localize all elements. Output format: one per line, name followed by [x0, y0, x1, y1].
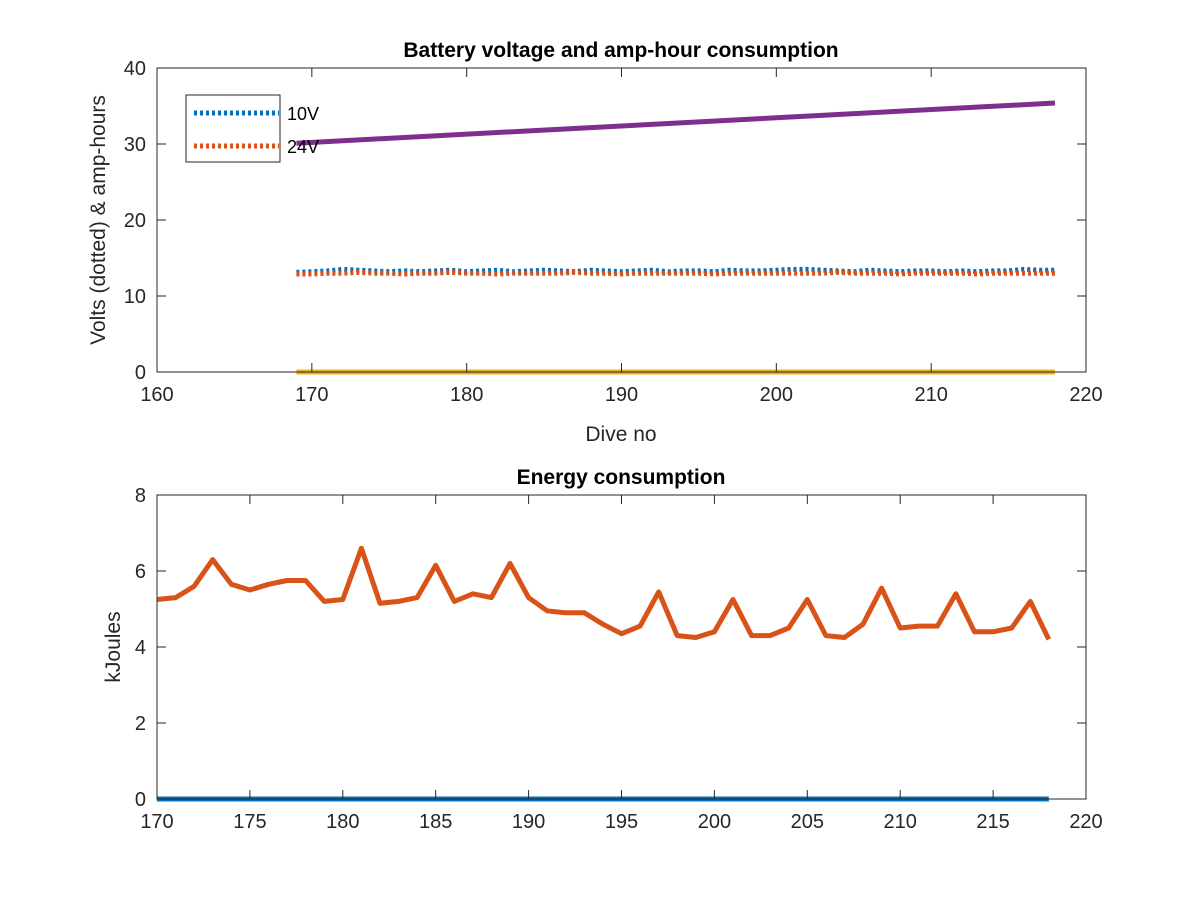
energy-x-tick-label: 185: [419, 811, 452, 833]
energy-x-tick-label: 200: [698, 811, 731, 833]
energy-y-tick-label: 0: [135, 789, 146, 811]
voltage-x-tick-label: 210: [914, 384, 947, 406]
voltage-chart-title: Battery voltage and amp-hour consumption: [403, 39, 838, 62]
energy-x-tick-label: 220: [1069, 811, 1102, 833]
voltage-plot-area: [157, 68, 1086, 372]
energy-chart-title: Energy consumption: [517, 466, 726, 489]
voltage-y-tick-label: 10: [124, 286, 146, 308]
energy-x-tick-label: 190: [512, 811, 545, 833]
voltage-y-tick-label: 40: [124, 58, 146, 80]
voltage-y-axis-label: Volts (dotted) & amp-hours: [87, 95, 110, 345]
energy-y-tick-label: 4: [135, 637, 146, 659]
voltage-x-tick-label: 160: [140, 384, 173, 406]
energy-y-axis-label: kJoules: [102, 611, 125, 682]
legend-label-10v: 10V: [287, 104, 319, 124]
energy-series-line-0: [156, 545, 1052, 641]
voltage-tick-layer: 160 170 180 190 200 210 220 0 10 20 30 40: [124, 58, 1103, 406]
energy-y-tick-label: 8: [135, 485, 146, 507]
energy-x-tick-label: 195: [605, 811, 638, 833]
energy-plot-area: [157, 495, 1086, 799]
energy-x-tick-label: 175: [233, 811, 266, 833]
voltage-x-tick-label: 180: [450, 384, 483, 406]
energy-x-tick-label: 210: [884, 811, 917, 833]
voltage-x-tick-label: 220: [1069, 384, 1102, 406]
energy-x-tick-label: 215: [976, 811, 1009, 833]
legend-box: [185, 94, 281, 163]
voltage-legend: 10V 24V: [185, 94, 319, 163]
voltage-y-tick-label: 0: [135, 362, 146, 384]
legend-label-24v: 24V: [287, 137, 319, 157]
energy-x-tick-label: 205: [791, 811, 824, 833]
energy-axes: 170 175 180 185 190 195 200 205 210 215 220 0 2 4 6 8 E…: [102, 466, 1103, 833]
voltage-series-line-1: [296, 269, 1055, 277]
energy-y-tick-label: 2: [135, 713, 146, 735]
voltage-x-axis-label: Dive no: [585, 423, 656, 446]
voltage-y-tick-label: 30: [124, 134, 146, 156]
voltage-x-tick-label: 170: [295, 384, 328, 406]
voltage-x-tick-label: 200: [760, 384, 793, 406]
voltage-series-line-3: [296, 100, 1056, 146]
energy-y-tick-label: 6: [135, 561, 146, 583]
energy-tick-layer: 170 175 180 185 190 195 200 205 210 215 220 0 2 4 6 8: [135, 485, 1103, 833]
voltage-axes: 160 170 180 190 200 210 220 0 10 20 30 40 Battery v…: [87, 39, 1103, 446]
voltage-x-tick-label: 190: [605, 384, 638, 406]
voltage-y-tick-label: 20: [124, 210, 146, 232]
energy-x-tick-label: 170: [140, 811, 173, 833]
energy-x-tick-label: 180: [326, 811, 359, 833]
